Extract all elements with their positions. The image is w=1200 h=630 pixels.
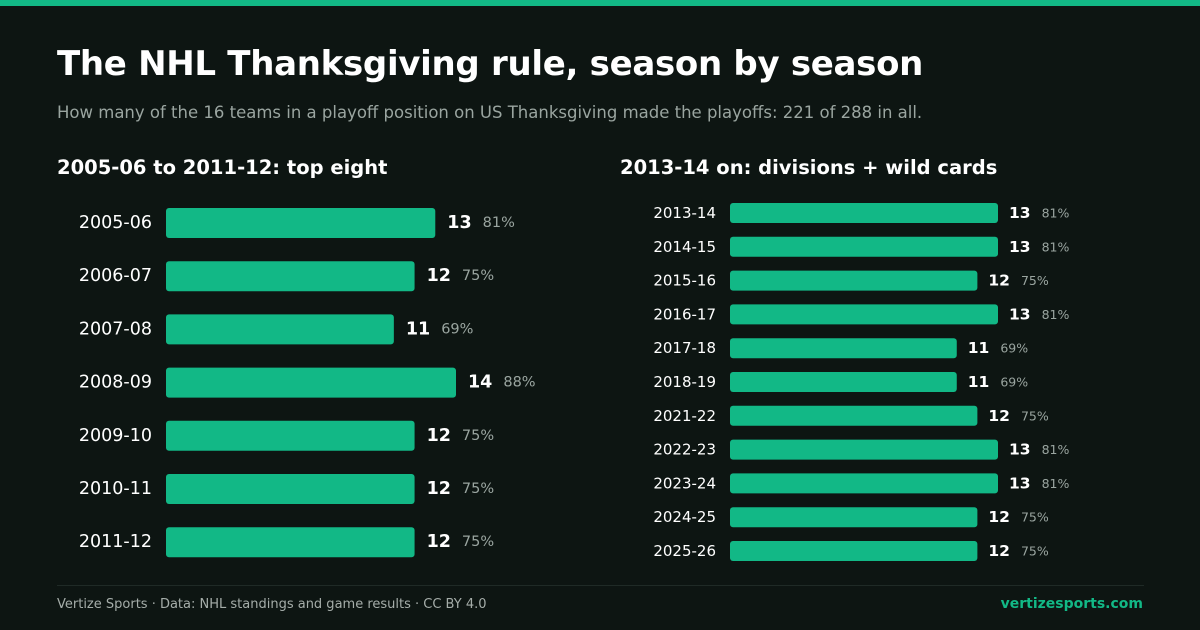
bar (730, 507, 978, 528)
value-label: 13 (1009, 305, 1031, 323)
bar (730, 541, 978, 561)
percent-label: 69% (1000, 375, 1028, 390)
percent-label: 81% (483, 215, 515, 231)
percent-label: 81% (1042, 239, 1070, 254)
bar (730, 439, 998, 460)
bar (166, 208, 436, 238)
category-label: 2006-07 (79, 266, 152, 286)
bar (730, 338, 957, 359)
bar (166, 261, 415, 292)
value-label: 12 (427, 479, 451, 499)
bar (166, 367, 456, 398)
percent-label: 81% (1042, 307, 1070, 322)
value-label: 13 (1009, 204, 1031, 222)
value-label: 12 (988, 407, 1010, 425)
percent-label: 75% (462, 268, 494, 284)
percent-label: 75% (462, 481, 494, 497)
value-label: 14 (468, 373, 492, 393)
value-label: 12 (427, 532, 451, 552)
bar (166, 474, 415, 504)
percent-label: 75% (1021, 408, 1049, 423)
value-label: 12 (427, 266, 451, 286)
category-label: 2021-22 (653, 407, 716, 425)
value-label: 12 (988, 508, 1010, 526)
value-label: 13 (1009, 441, 1031, 459)
bar (730, 203, 998, 223)
bar (730, 405, 978, 426)
percent-label: 75% (462, 534, 494, 550)
value-label: 12 (427, 426, 451, 446)
percent-label: 75% (1021, 273, 1049, 288)
bar (730, 270, 978, 291)
category-label: 2024-25 (653, 508, 716, 526)
footer-credit: Vertize Sports · Data: NHL standings and… (57, 597, 487, 612)
category-label: 2009-10 (79, 426, 152, 446)
value-label: 13 (447, 213, 471, 233)
category-label: 2014-15 (653, 238, 716, 256)
value-label: 11 (406, 319, 430, 339)
percent-label: 75% (1021, 544, 1049, 559)
category-label: 2017-18 (653, 339, 716, 357)
right-panel-title: 2013-14 on: divisions + wild cards (620, 156, 998, 179)
percent-label: 75% (462, 428, 494, 444)
category-label: 2023-24 (653, 474, 716, 492)
percent-label: 81% (1042, 206, 1070, 221)
category-label: 2018-19 (653, 373, 716, 391)
bar (166, 527, 415, 558)
bar (166, 420, 415, 451)
accent-top-bar (0, 0, 1200, 6)
page-title: The NHL Thanksgiving rule, season by sea… (57, 44, 924, 84)
category-label: 2013-14 (653, 204, 716, 222)
category-label: 2015-16 (653, 272, 716, 290)
category-label: 2016-17 (653, 305, 716, 323)
category-label: 2010-11 (79, 479, 152, 499)
value-label: 11 (968, 373, 990, 391)
value-label: 13 (1009, 238, 1031, 256)
category-label: 2008-09 (79, 373, 152, 393)
percent-label: 88% (503, 375, 535, 391)
bar (730, 304, 998, 325)
percent-label: 69% (441, 321, 473, 337)
percent-label: 81% (1042, 442, 1070, 457)
bar (730, 372, 957, 392)
page-subtitle: How many of the 16 teams in a playoff po… (57, 103, 923, 122)
footer-divider (57, 585, 1144, 586)
value-label: 12 (988, 272, 1010, 290)
value-label: 13 (1009, 474, 1031, 492)
bar (730, 473, 998, 494)
bar (730, 236, 998, 257)
category-label: 2025-26 (653, 542, 716, 560)
percent-label: 69% (1000, 341, 1028, 356)
left-panel-title: 2005-06 to 2011-12: top eight (57, 156, 388, 179)
category-label: 2007-08 (79, 319, 152, 339)
category-label: 2022-23 (653, 441, 716, 459)
value-label: 12 (988, 542, 1010, 560)
percent-label: 75% (1021, 510, 1049, 525)
bar (166, 314, 394, 345)
category-label: 2011-12 (79, 532, 152, 552)
footer-brand-link[interactable]: vertizesports.com (1000, 596, 1143, 612)
value-label: 11 (968, 339, 990, 357)
percent-label: 81% (1042, 476, 1070, 491)
category-label: 2005-06 (79, 213, 152, 233)
